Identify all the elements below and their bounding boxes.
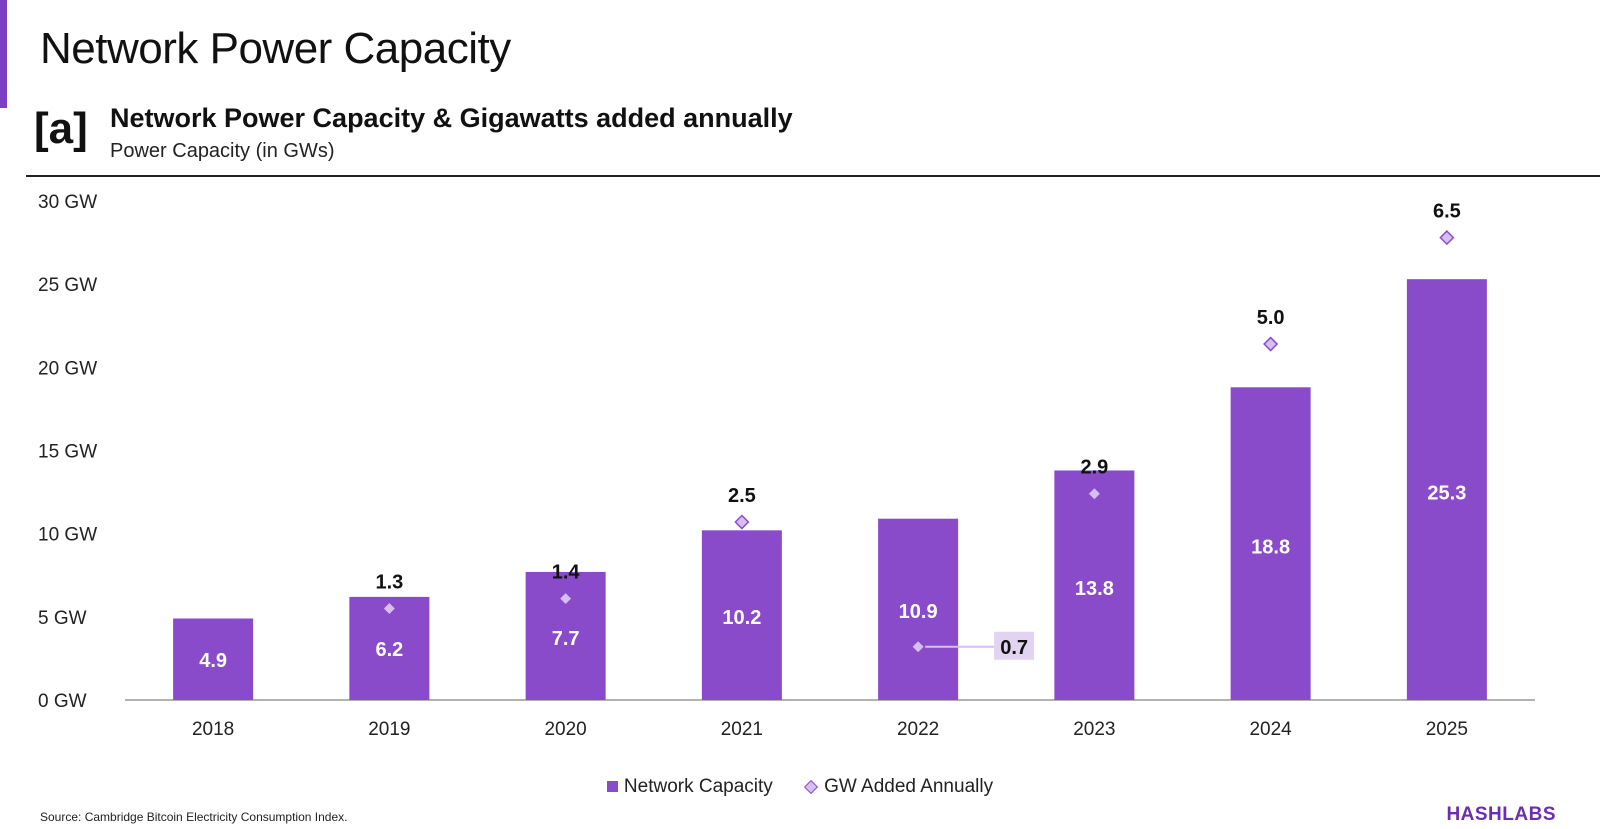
x-tick-label: 2021: [721, 719, 763, 740]
header-divider: [26, 175, 1600, 177]
y-tick-label: 30 GW: [38, 192, 97, 213]
bar-network-capacity: [1230, 387, 1311, 700]
gw-added-marker: [558, 590, 574, 607]
y-tick-label: 10 GW: [38, 525, 97, 546]
bar-network-capacity: [173, 618, 254, 700]
gw-added-marker: [1439, 230, 1455, 246]
brand-logo: HASHLABS: [1446, 804, 1556, 825]
x-tick-label: 2024: [1249, 719, 1292, 740]
gw-added-marker: [381, 600, 397, 617]
x-tick-label: 2020: [544, 719, 586, 740]
bar-network-capacity: [878, 518, 959, 700]
gw-added-label: 6.5: [1433, 201, 1461, 223]
x-tick-label: 2018: [192, 719, 234, 740]
gw-added-marker: [910, 639, 926, 655]
legend-diamond-icon: [804, 779, 819, 795]
y-tick-label: 0 GW: [38, 691, 87, 712]
legend-item-gw-added: GW Added Annually: [804, 776, 994, 798]
gw-added-marker: [1263, 336, 1279, 352]
bar-value-label: 7.7: [552, 628, 580, 650]
callout-box: [994, 631, 1035, 660]
bar-value-label: 18.8: [1251, 537, 1290, 559]
y-tick-label: 5 GW: [38, 608, 87, 629]
bar-network-capacity: [701, 530, 782, 700]
accent-bar: [0, 0, 7, 108]
gw-added-label: 2.5: [728, 485, 756, 507]
legend-bar-swatch: [606, 781, 618, 793]
chart-subtitle: Power Capacity (in GWs): [110, 140, 335, 162]
chart-legend: Network Capacity GW Added Annually: [0, 776, 1600, 798]
source-note: Source: Cambridge Bitcoin Electricity Co…: [40, 810, 348, 824]
gw-added-label: 2.9: [1080, 457, 1108, 479]
bar-network-capacity: [1406, 279, 1487, 700]
gw-added-label: 1.3: [375, 572, 403, 594]
gw-added-label: 1.4: [552, 562, 581, 584]
x-tick-label: 2023: [1073, 719, 1115, 740]
bar-network-capacity: [1054, 470, 1135, 700]
y-tick-label: 15 GW: [38, 442, 97, 463]
legend-label-gw-added: GW Added Annually: [824, 776, 994, 797]
x-tick-label: 2022: [897, 719, 939, 740]
y-tick-label: 25 GW: [38, 275, 97, 296]
legend-label-network-capacity: Network Capacity: [623, 776, 773, 797]
bar-value-label: 13.8: [1075, 578, 1114, 600]
gw-added-label: 0.7: [1000, 637, 1028, 659]
y-tick-label: 20 GW: [38, 358, 97, 379]
bar-value-label: 10.2: [722, 607, 761, 629]
legend-item-network-capacity: Network Capacity: [606, 776, 773, 798]
gw-added-marker: [734, 514, 750, 530]
page-title: Network Power Capacity: [40, 24, 511, 73]
bar-value-label: 4.9: [199, 650, 227, 672]
panel-tag: [a]: [34, 104, 88, 153]
gw-added-marker: [1086, 486, 1102, 502]
bar-value-label: 10.9: [899, 601, 938, 623]
x-tick-label: 2019: [368, 719, 410, 740]
bar-value-label: 6.2: [375, 639, 403, 661]
x-tick-label: 2025: [1426, 719, 1468, 740]
gw-added-label: 5.0: [1257, 307, 1285, 329]
chart-title: Network Power Capacity & Gigawatts added…: [110, 103, 793, 133]
bar-value-label: 25.3: [1427, 483, 1466, 505]
